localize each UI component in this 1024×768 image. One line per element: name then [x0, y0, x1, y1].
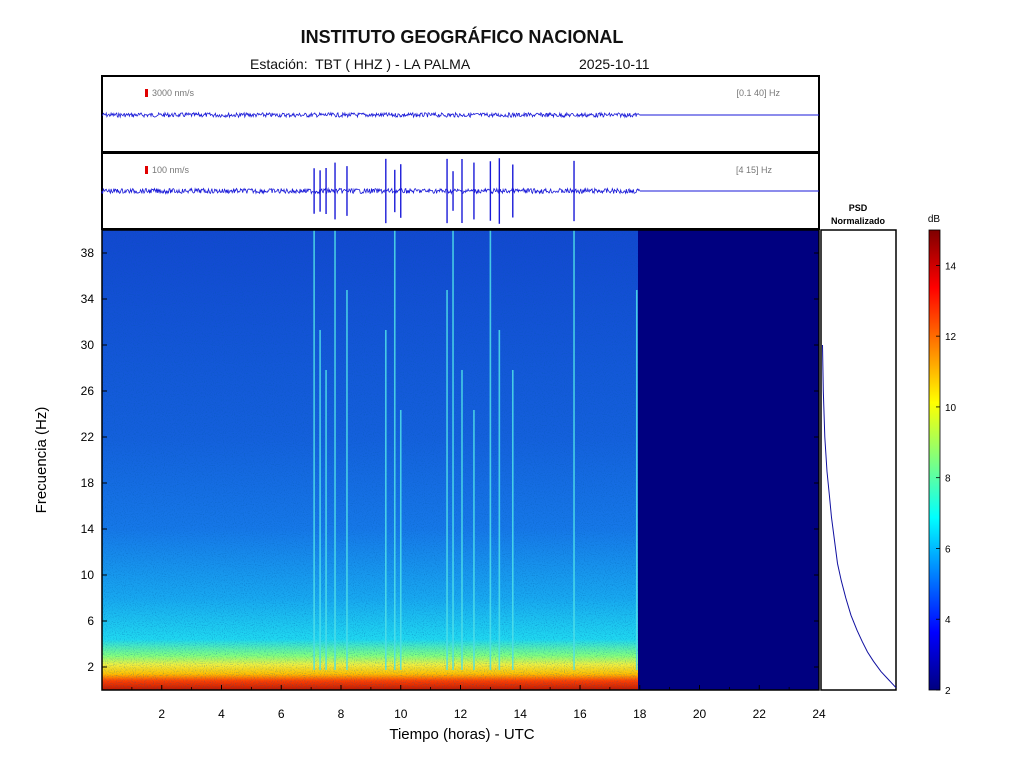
filter-label-2: [4 15] Hz: [736, 165, 773, 175]
x-axis: 2 4 6 8 10 12 14 16 18 20 22 24: [131, 685, 826, 721]
y-tick-label: 38: [81, 246, 95, 260]
y-tick-label: 34: [81, 292, 95, 306]
x-tick-label: 16: [573, 707, 587, 721]
colorbar-tick-label: 8: [945, 474, 951, 485]
y-tick-label: 18: [81, 476, 95, 490]
scale-bar-1: [145, 89, 148, 97]
psd-frame: [820, 229, 897, 691]
y-axis-label: Frecuencia (Hz): [33, 407, 50, 514]
scale-bar-2: [145, 166, 148, 174]
x-tick-label: 24: [812, 707, 826, 721]
x-tick-label: 10: [394, 707, 408, 721]
x-tick-label: 22: [753, 707, 767, 721]
colorbar-tick-label: 4: [945, 615, 951, 626]
seismogram-panel-1: 3000 nm/s [0.1 40] Hz: [101, 75, 820, 153]
filter-label-1: [0.1 40] Hz: [736, 88, 780, 98]
x-tick-label: 4: [218, 707, 225, 721]
y-tick-label: 2: [87, 660, 94, 674]
station-label: Estación: TBT ( HHZ ) - LA PALMA: [250, 56, 471, 72]
scale-label-2: 100 nm/s: [152, 165, 190, 175]
spectrogram-events: [313, 230, 638, 670]
psd-curve: [822, 344, 897, 689]
x-tick-label: 2: [158, 707, 165, 721]
y-tick-label: 22: [81, 430, 95, 444]
page-title: INSTITUTO GEOGRÁFICO NACIONAL: [300, 27, 624, 47]
x-tick-label: 14: [514, 707, 528, 721]
x-tick-label: 6: [278, 707, 285, 721]
colorbar-tick-label: 2: [945, 686, 951, 697]
x-tick-label: 18: [633, 707, 647, 721]
colorbar-label: dB: [928, 214, 941, 225]
spectrogram-no-data: [638, 230, 819, 690]
trace-noise: [101, 187, 640, 195]
colorbar-bar: [928, 229, 941, 691]
trace-noise: [101, 111, 640, 119]
psd-title-1: PSD: [849, 203, 868, 213]
colorbar-tick-label: 12: [945, 332, 957, 343]
date-label: 2025-10-11: [579, 56, 650, 72]
y-tick-label: 26: [81, 384, 95, 398]
seismogram-trace-1: [101, 111, 819, 119]
scale-label-1: 3000 nm/s: [152, 88, 195, 98]
x-tick-label: 8: [338, 707, 345, 721]
seismogram-panel-2: 100 nm/s [4 15] Hz: [101, 152, 820, 230]
spectrogram-speckle: [102, 230, 638, 690]
y-tick-label: 6: [87, 614, 94, 628]
x-axis-label: Tiempo (horas) - UTC: [389, 726, 534, 743]
y-tick-label: 14: [81, 522, 95, 536]
colorbar-tick-label: 6: [945, 544, 951, 555]
spectrogram-panel: 2 4 6 8 10 12 14 16 18 20 22 24 261014182226303438 …: [33, 229, 826, 743]
y-tick-label: 10: [81, 568, 95, 582]
colorbar-tick-label: 10: [945, 403, 957, 414]
psd-panel: PSD Normalizado: [820, 203, 897, 691]
colorbar: dB 2 4 6 8 10 12 14: [928, 214, 957, 697]
seismogram-trace-2: [101, 158, 819, 224]
colorbar-tick-label: 14: [945, 261, 957, 272]
psd-title-2: Normalizado: [831, 216, 886, 226]
x-tick-label: 20: [693, 707, 707, 721]
x-tick-label: 12: [454, 707, 468, 721]
y-tick-label: 30: [81, 338, 95, 352]
colorbar-ticks: 2 4 6 8 10 12 14: [936, 261, 957, 697]
